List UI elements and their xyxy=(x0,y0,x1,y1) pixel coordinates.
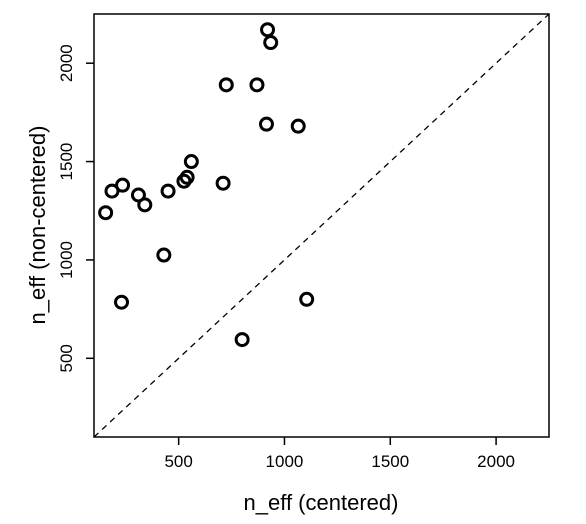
x-tick-label: 2000 xyxy=(477,452,515,471)
data-point xyxy=(234,332,250,348)
y-tick-label: 1000 xyxy=(57,241,76,279)
data-point xyxy=(258,116,274,132)
data-point xyxy=(299,291,315,307)
data-point xyxy=(104,183,120,199)
data-point xyxy=(260,22,276,38)
data-point xyxy=(137,197,153,213)
x-tick-label: 1500 xyxy=(371,452,409,471)
plot-frame xyxy=(93,13,550,438)
data-point xyxy=(263,35,279,51)
y-tick-label: 2000 xyxy=(57,44,76,82)
data-point xyxy=(98,205,114,221)
data-point xyxy=(215,175,231,191)
x-axis-title: n_eff (centered) xyxy=(244,490,399,515)
data-point xyxy=(114,294,130,310)
data-point xyxy=(156,247,172,263)
data-point xyxy=(218,77,234,93)
data-point xyxy=(249,77,265,93)
y-tick-label: 1500 xyxy=(57,143,76,181)
data-point xyxy=(290,118,306,134)
data-point xyxy=(176,173,192,189)
y-tick-label: 500 xyxy=(57,344,76,372)
data-point xyxy=(183,154,199,170)
y-axis: 500 1000 1500 2000 xyxy=(57,44,94,372)
data-points xyxy=(98,22,315,348)
x-tick-label: 1000 xyxy=(266,452,304,471)
reference-line xyxy=(93,13,550,438)
y-axis-title: n_eff (non-centered) xyxy=(25,126,50,325)
x-axis: 500 1000 1500 2000 xyxy=(164,437,515,471)
x-tick-label: 500 xyxy=(164,452,192,471)
data-point xyxy=(160,183,176,199)
